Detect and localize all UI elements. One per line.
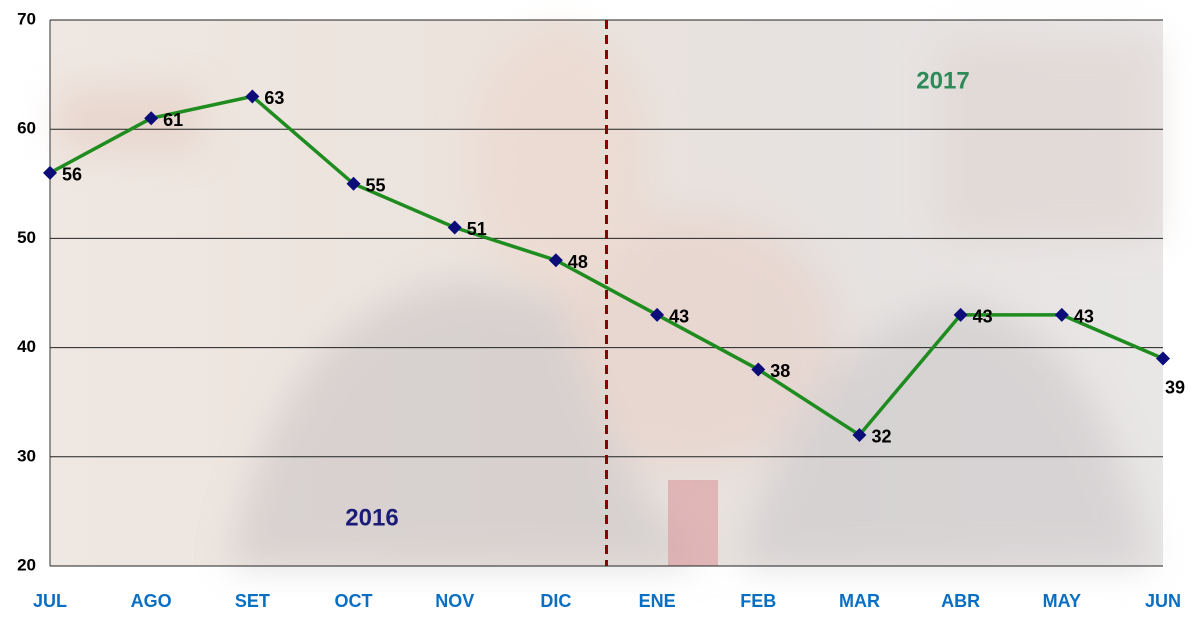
y-tick-label: 60: [17, 119, 36, 138]
data-label: 63: [264, 88, 284, 108]
marker: [43, 165, 57, 180]
x-tick-label: ABR: [941, 591, 980, 611]
x-tick-label: DIC: [540, 591, 571, 611]
marker: [245, 89, 260, 104]
x-tick-label: JUL: [33, 591, 67, 611]
marker: [650, 307, 665, 322]
marker: [447, 220, 462, 235]
y-tick-label: 40: [17, 337, 36, 356]
data-label: 38: [770, 361, 790, 381]
marker: [346, 176, 361, 191]
data-label: 43: [669, 307, 689, 327]
x-tick-label: JUN: [1145, 591, 1181, 611]
data-label: 39: [1165, 377, 1185, 397]
x-tick-label: NOV: [435, 591, 474, 611]
data-label: 43: [973, 307, 993, 327]
x-tick-label: FEB: [740, 591, 776, 611]
marker: [852, 427, 867, 442]
marker: [144, 111, 159, 126]
y-tick-label: 20: [17, 555, 36, 574]
marker: [1156, 351, 1170, 366]
series-line: [49, 94, 1164, 438]
y-tick-label: 30: [17, 446, 36, 465]
x-tick-label: ENE: [639, 591, 676, 611]
marker: [548, 253, 563, 268]
data-label: 43: [1074, 307, 1094, 327]
data-label: 32: [871, 427, 891, 447]
y-tick-label: 50: [17, 228, 36, 247]
data-label: 61: [163, 110, 183, 130]
x-tick-label: MAY: [1043, 591, 1081, 611]
data-label: 55: [366, 176, 386, 196]
data-label: 48: [568, 252, 588, 272]
annotation: 2016: [345, 504, 398, 531]
annotation: 2017: [916, 67, 969, 94]
data-label: 56: [62, 165, 82, 185]
x-tick-label: MAR: [839, 591, 880, 611]
data-label: 51: [467, 219, 487, 239]
marker: [1054, 307, 1069, 322]
marker: [751, 362, 766, 377]
y-tick-label: 70: [17, 9, 36, 28]
x-tick-label: OCT: [335, 591, 373, 611]
x-tick-label: AGO: [131, 591, 172, 611]
marker: [953, 307, 968, 322]
x-tick-label: SET: [235, 591, 270, 611]
